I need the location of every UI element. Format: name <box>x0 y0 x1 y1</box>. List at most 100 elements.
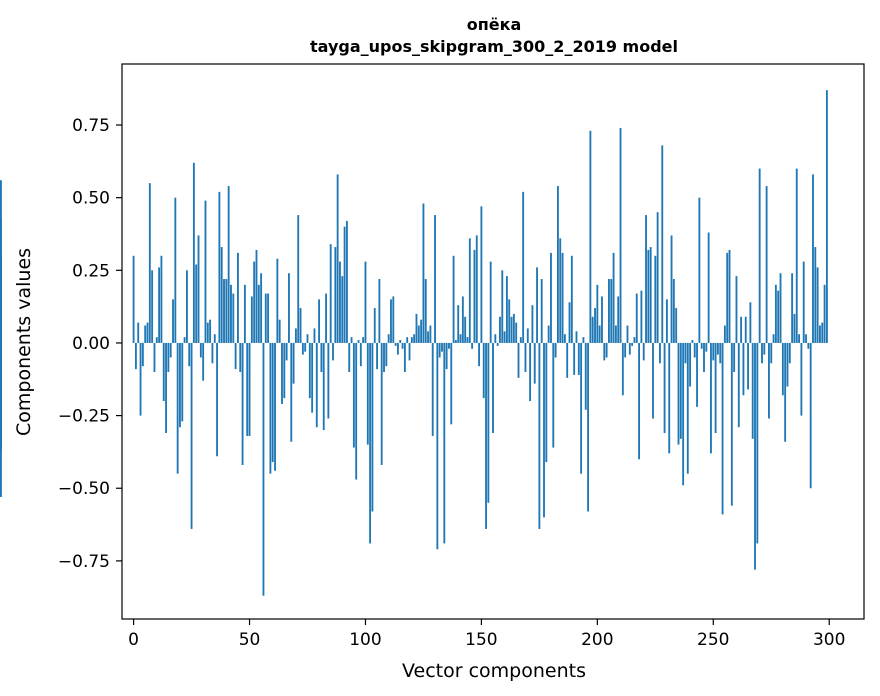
bar <box>501 270 504 343</box>
bar <box>297 215 300 343</box>
bar <box>427 331 430 343</box>
bar <box>670 235 673 343</box>
x-tick-label: 0 <box>128 630 139 650</box>
bar <box>795 168 798 343</box>
bar <box>737 342 740 428</box>
bar <box>450 342 453 425</box>
bar <box>406 337 409 343</box>
bar <box>327 342 330 419</box>
bar <box>315 342 318 428</box>
bar <box>292 342 295 384</box>
bar <box>533 342 536 384</box>
bar <box>132 255 135 343</box>
bar <box>716 342 719 355</box>
bar <box>545 342 548 463</box>
x-tick-label: 100 <box>349 630 381 650</box>
bar <box>155 337 158 343</box>
x-tick-label: 50 <box>239 630 261 650</box>
x-axis-ticks: 0 50 100 150 200 250 300 <box>128 619 845 650</box>
bar <box>169 342 172 358</box>
bar <box>626 325 629 343</box>
bar <box>424 279 427 343</box>
bar <box>638 342 641 460</box>
bar <box>747 342 749 390</box>
bar <box>642 342 645 361</box>
bar <box>531 305 534 343</box>
bar <box>682 342 685 486</box>
bar <box>703 342 705 373</box>
bar <box>786 342 789 387</box>
bar <box>257 284 260 343</box>
bar <box>464 316 467 343</box>
y-axis-ticks: −0.75 −0.50 −0.25 0.00 0.25 0.50 0.75 <box>58 116 122 572</box>
bar <box>422 203 425 343</box>
bar <box>160 255 163 343</box>
bar <box>371 342 374 512</box>
bar <box>271 342 274 463</box>
bar <box>802 261 805 343</box>
bar <box>526 328 529 343</box>
bar <box>823 284 826 343</box>
bar <box>614 325 617 343</box>
bar <box>146 322 149 343</box>
bar <box>756 342 759 544</box>
bar <box>522 191 525 343</box>
bar <box>570 255 573 343</box>
bar <box>362 337 365 343</box>
bar <box>320 342 323 373</box>
bar <box>663 342 666 434</box>
bar <box>262 342 265 596</box>
bar <box>211 342 214 364</box>
bar <box>364 261 367 343</box>
bar <box>350 337 353 343</box>
bar <box>246 342 249 436</box>
bar <box>733 342 736 373</box>
bar <box>234 342 237 370</box>
bar <box>781 342 784 396</box>
bar <box>624 342 627 358</box>
bar <box>401 342 404 349</box>
bar <box>515 322 518 343</box>
bar <box>466 337 469 343</box>
bar <box>403 342 406 373</box>
bar <box>174 197 177 343</box>
bar <box>459 334 462 343</box>
bar <box>181 342 184 422</box>
bar <box>454 340 457 343</box>
bar <box>369 342 372 544</box>
x-tick-label: 250 <box>697 630 729 650</box>
bar <box>195 264 198 343</box>
bar <box>431 342 434 436</box>
bar <box>202 342 205 381</box>
bar <box>777 290 780 343</box>
bar <box>582 337 585 343</box>
bar <box>480 206 483 343</box>
bar <box>230 284 232 343</box>
bar <box>628 342 631 355</box>
bar <box>589 130 592 343</box>
bar <box>471 342 474 349</box>
bar <box>770 342 773 364</box>
bar <box>805 334 807 343</box>
bar <box>519 337 522 343</box>
bar <box>468 238 471 343</box>
bar <box>765 186 768 343</box>
bars-group <box>0 90 828 596</box>
bar <box>325 293 327 343</box>
chart-subtitle: tayga_upos_skipgram_300_2_2019 model <box>310 37 678 56</box>
bar <box>255 249 258 343</box>
bar <box>343 226 346 343</box>
bar <box>665 299 668 343</box>
bar <box>487 342 490 503</box>
bar <box>554 342 557 358</box>
bar <box>237 252 239 343</box>
bar <box>721 342 724 515</box>
bar <box>728 249 731 343</box>
bar <box>285 342 288 361</box>
bar <box>730 342 733 506</box>
bar <box>596 284 599 343</box>
bar <box>220 247 223 343</box>
bar <box>167 342 170 373</box>
bar <box>197 235 200 343</box>
